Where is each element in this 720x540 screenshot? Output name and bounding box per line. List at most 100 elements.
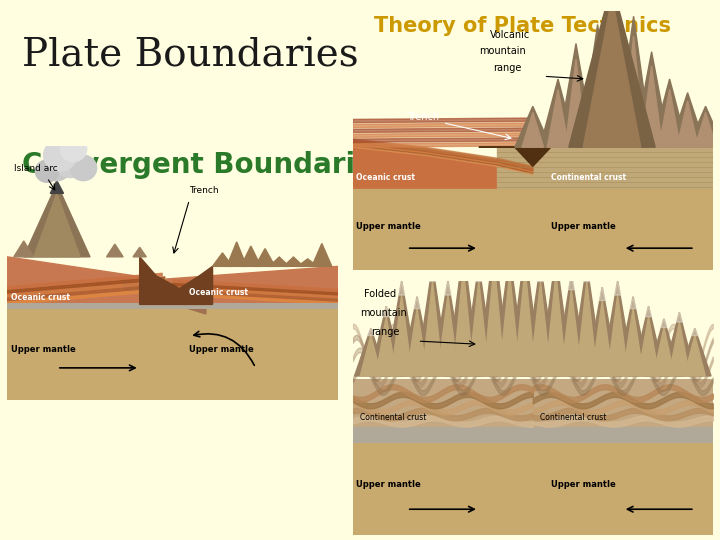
Polygon shape xyxy=(623,308,644,376)
Polygon shape xyxy=(7,277,165,293)
Polygon shape xyxy=(227,242,247,266)
Polygon shape xyxy=(607,295,628,376)
Bar xyxy=(353,433,713,535)
Text: Upper mantle: Upper mantle xyxy=(11,345,76,354)
Circle shape xyxy=(44,156,70,181)
Polygon shape xyxy=(484,263,505,376)
Polygon shape xyxy=(506,255,513,273)
Polygon shape xyxy=(669,322,690,376)
Text: Island arc: Island arc xyxy=(14,164,58,173)
Polygon shape xyxy=(515,106,551,147)
Polygon shape xyxy=(684,335,706,376)
Circle shape xyxy=(35,160,58,183)
Polygon shape xyxy=(123,279,206,314)
Polygon shape xyxy=(269,257,289,266)
Polygon shape xyxy=(284,257,303,266)
Polygon shape xyxy=(601,281,634,376)
Polygon shape xyxy=(173,283,338,295)
Polygon shape xyxy=(166,266,338,305)
Text: Volcanic: Volcanic xyxy=(490,30,530,40)
Polygon shape xyxy=(561,289,582,376)
Text: Plate Boundaries: Plate Boundaries xyxy=(22,38,359,75)
Text: Oceanic crust: Oceanic crust xyxy=(356,173,415,182)
Polygon shape xyxy=(634,52,670,147)
Bar xyxy=(7,303,338,309)
Polygon shape xyxy=(475,265,482,281)
Polygon shape xyxy=(530,281,551,376)
Text: Continental crust: Continental crust xyxy=(551,173,626,182)
Polygon shape xyxy=(630,296,636,308)
Polygon shape xyxy=(670,93,706,147)
Polygon shape xyxy=(353,143,533,173)
Polygon shape xyxy=(383,306,390,316)
Polygon shape xyxy=(601,19,623,147)
Polygon shape xyxy=(241,246,261,266)
Polygon shape xyxy=(460,249,467,268)
Polygon shape xyxy=(416,265,449,376)
Polygon shape xyxy=(429,265,436,281)
Polygon shape xyxy=(691,328,698,335)
Bar xyxy=(7,298,338,400)
Circle shape xyxy=(53,146,86,178)
Polygon shape xyxy=(491,243,498,263)
Polygon shape xyxy=(385,281,418,376)
Polygon shape xyxy=(453,268,474,376)
Text: Continental crust: Continental crust xyxy=(540,414,606,422)
Polygon shape xyxy=(583,0,641,147)
Polygon shape xyxy=(468,281,490,376)
Polygon shape xyxy=(14,241,34,257)
Circle shape xyxy=(70,156,96,181)
Bar xyxy=(353,174,713,270)
Circle shape xyxy=(60,136,86,161)
Polygon shape xyxy=(587,43,608,147)
Polygon shape xyxy=(360,335,382,376)
Polygon shape xyxy=(255,248,275,266)
Polygon shape xyxy=(546,273,567,376)
Polygon shape xyxy=(24,184,90,257)
Polygon shape xyxy=(391,295,412,376)
Polygon shape xyxy=(462,265,495,376)
Polygon shape xyxy=(353,145,533,174)
Polygon shape xyxy=(353,128,533,132)
Polygon shape xyxy=(677,101,698,147)
Polygon shape xyxy=(522,112,544,147)
Polygon shape xyxy=(447,249,480,376)
Polygon shape xyxy=(7,284,170,301)
Polygon shape xyxy=(297,259,318,266)
Polygon shape xyxy=(50,181,63,193)
Text: Upper mantle: Upper mantle xyxy=(551,222,616,231)
Polygon shape xyxy=(173,280,338,292)
Polygon shape xyxy=(676,313,683,322)
Polygon shape xyxy=(107,244,123,257)
Polygon shape xyxy=(568,274,575,289)
Text: Trench: Trench xyxy=(407,112,439,122)
Polygon shape xyxy=(438,295,459,376)
Polygon shape xyxy=(370,306,402,376)
Bar xyxy=(353,423,713,443)
Bar xyxy=(533,379,713,427)
Polygon shape xyxy=(594,0,630,147)
Polygon shape xyxy=(422,281,443,376)
Bar xyxy=(7,285,338,305)
Polygon shape xyxy=(7,280,168,297)
Text: Trench: Trench xyxy=(189,186,219,195)
Polygon shape xyxy=(617,296,649,376)
Text: mountain: mountain xyxy=(360,308,407,318)
Polygon shape xyxy=(7,288,173,305)
Polygon shape xyxy=(509,249,541,376)
Polygon shape xyxy=(654,327,675,376)
Polygon shape xyxy=(570,265,603,376)
Polygon shape xyxy=(661,319,667,327)
Polygon shape xyxy=(695,112,716,147)
Polygon shape xyxy=(353,147,533,188)
Polygon shape xyxy=(479,147,551,166)
Polygon shape xyxy=(599,287,606,300)
Polygon shape xyxy=(499,273,520,376)
Polygon shape xyxy=(580,24,616,147)
Text: Oceanic crust: Oceanic crust xyxy=(189,288,248,297)
Polygon shape xyxy=(616,16,652,147)
Polygon shape xyxy=(173,289,338,301)
Polygon shape xyxy=(497,147,713,188)
Polygon shape xyxy=(445,281,451,295)
Text: Upper mantle: Upper mantle xyxy=(356,480,421,489)
